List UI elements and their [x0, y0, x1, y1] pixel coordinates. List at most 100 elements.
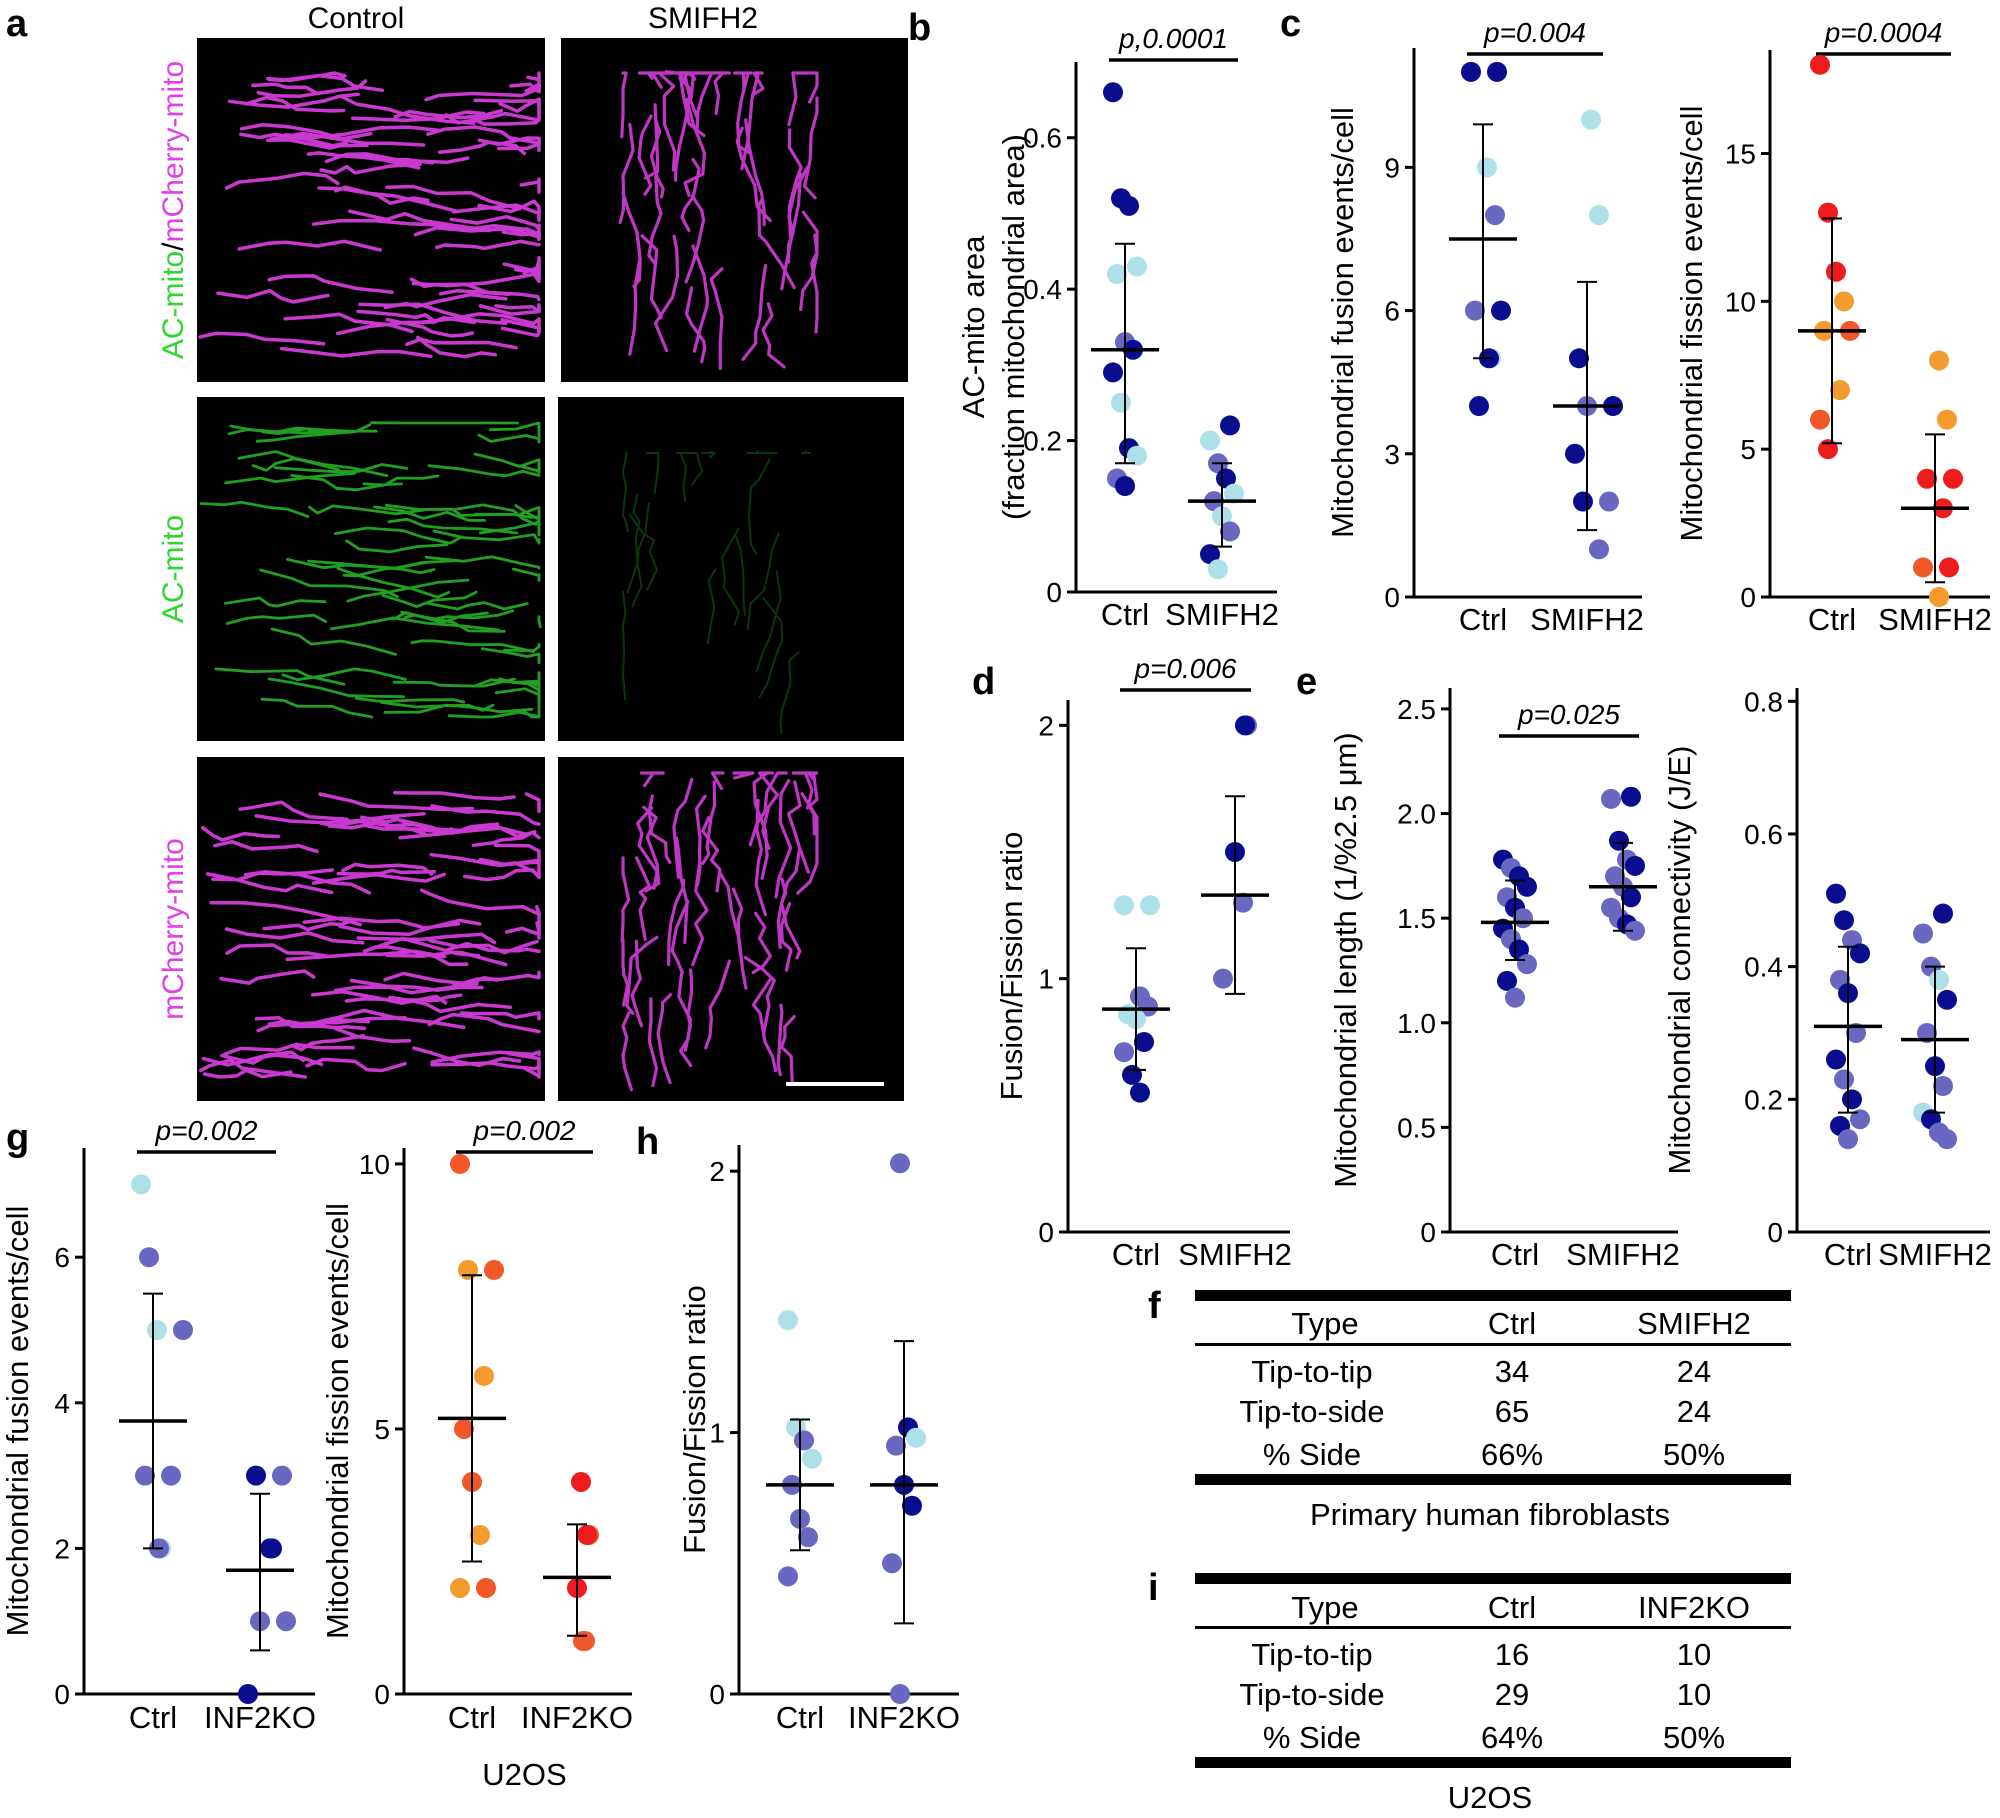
data-point — [1235, 715, 1255, 736]
mito-strand — [710, 771, 725, 790]
data-point — [1621, 887, 1641, 908]
mito-strand — [434, 239, 541, 251]
chart-d: 0 1 2 Ctrl SMIFH2 Fusion/Fission ratio p=0.006 — [994, 653, 1292, 1272]
mito-strand — [740, 71, 764, 171]
x-category-label: Ctrl — [776, 1700, 824, 1735]
mito-strand — [631, 502, 650, 608]
mito-strand — [430, 1050, 541, 1064]
row-label-mcherry-part: mCherry-mito — [157, 61, 190, 243]
data-point — [1929, 587, 1949, 607]
mito-strand — [618, 122, 635, 224]
data-point — [1213, 968, 1233, 989]
mito-strand — [305, 1057, 407, 1073]
mito-strand — [317, 186, 460, 214]
mito-strand — [385, 184, 522, 211]
y-tick-label: 4 — [54, 1388, 70, 1419]
x-category-label: Ctrl — [129, 1700, 177, 1735]
data-point — [571, 1471, 591, 1492]
data-point — [1505, 987, 1525, 1008]
mito-strand — [780, 172, 803, 291]
data-point — [1138, 996, 1158, 1017]
data-point — [1233, 892, 1253, 913]
table-f-header-type: Type — [1291, 1306, 1358, 1341]
table-i-row1-ctrl: 16 — [1495, 1637, 1529, 1672]
mito-strand — [622, 590, 627, 701]
data-point — [474, 1365, 494, 1386]
y-axis-label: Mitochondrial fission events/cell — [1674, 106, 1709, 542]
mito-strand — [284, 125, 443, 140]
panel-label-c: c — [1280, 3, 1301, 45]
y-tick-label: 0 — [1767, 1217, 1783, 1248]
mito-strand — [356, 309, 448, 323]
mito-strand — [380, 701, 495, 712]
data-point — [173, 1320, 193, 1340]
mito-strand — [212, 839, 319, 854]
p-value-label: p,0.0001 — [1118, 23, 1228, 54]
mito-strand — [419, 888, 541, 916]
x-category-label: INF2KO — [521, 1700, 633, 1735]
chart-e2: 0 0.2 0.4 0.6 0.8 Ctrl SMIFH2 Mitochondrial con… — [1662, 686, 1992, 1272]
table-f-row1-type: Tip-to-tip — [1251, 1354, 1372, 1389]
table-i-row3-type: % Side — [1263, 1720, 1361, 1755]
micrograph-smifh2-mcherry — [558, 757, 904, 1101]
mito-strand — [649, 119, 665, 199]
mito-strand — [341, 862, 434, 876]
mito-strand — [675, 836, 689, 945]
y-axis-label: Mitochondrial fusion events/cell — [0, 1206, 35, 1637]
mito-strand — [335, 315, 476, 336]
data-point — [1573, 491, 1593, 512]
table-f-caption: Primary human fibroblasts — [1310, 1497, 1670, 1532]
mito-strand — [477, 433, 541, 444]
mito-strand — [373, 505, 486, 522]
data-point — [1601, 788, 1621, 809]
mito-strand — [640, 234, 663, 320]
mito-strand — [308, 504, 425, 516]
y-tick-label: 0 — [1420, 1217, 1436, 1248]
mito-strand — [329, 616, 501, 632]
mito-strand — [683, 97, 706, 197]
data-point — [1929, 350, 1949, 371]
mito-strand — [657, 71, 677, 172]
mito-strand — [502, 642, 541, 653]
mito-strand — [684, 194, 706, 284]
mito-strand — [691, 860, 709, 967]
table-f-row1-ctrl: 34 — [1495, 1354, 1529, 1389]
mito-strand — [810, 233, 819, 334]
data-point — [1589, 539, 1609, 560]
mito-strand — [516, 460, 541, 473]
mito-strand — [673, 76, 693, 182]
mito-strand — [224, 171, 340, 190]
mito-strand — [200, 825, 281, 842]
data-point — [1127, 256, 1147, 277]
mito-strand — [799, 210, 819, 311]
y-axis-label: Fusion/Fission ratio — [994, 832, 1029, 1101]
mito-strand — [214, 667, 346, 686]
mito-strand — [758, 597, 784, 699]
mito-strand — [202, 1068, 293, 1079]
mito-strand — [736, 71, 751, 155]
panel-label-d: d — [972, 661, 995, 703]
mito-strand — [385, 317, 475, 338]
mito-strand — [732, 771, 755, 780]
y-tick-label: 0 — [1046, 577, 1062, 608]
data-point — [1929, 969, 1949, 990]
data-point — [454, 1418, 474, 1439]
data-point — [802, 1448, 822, 1469]
mito-strand — [273, 463, 409, 474]
mito-strand — [224, 471, 357, 485]
chart-e1: 0 0.5 1.0 1.5 2.0 2.5 Ctrl SMIFH2 Mitochondrial … — [1328, 688, 1680, 1272]
y-tick-label: 6 — [54, 1242, 70, 1273]
mito-strand — [281, 667, 407, 682]
mito-strand — [779, 902, 793, 972]
data-point — [1939, 557, 1959, 578]
mito-strand — [645, 452, 660, 494]
x-category-label: Ctrl — [1101, 597, 1149, 632]
x-category-label: SMIFH2 — [1878, 602, 1992, 637]
mito-strand — [685, 286, 707, 364]
data-point — [246, 1465, 266, 1486]
data-point — [1130, 1082, 1150, 1103]
mito-strand — [701, 780, 717, 866]
mito-strand — [223, 596, 327, 608]
mito-strand — [445, 941, 541, 954]
